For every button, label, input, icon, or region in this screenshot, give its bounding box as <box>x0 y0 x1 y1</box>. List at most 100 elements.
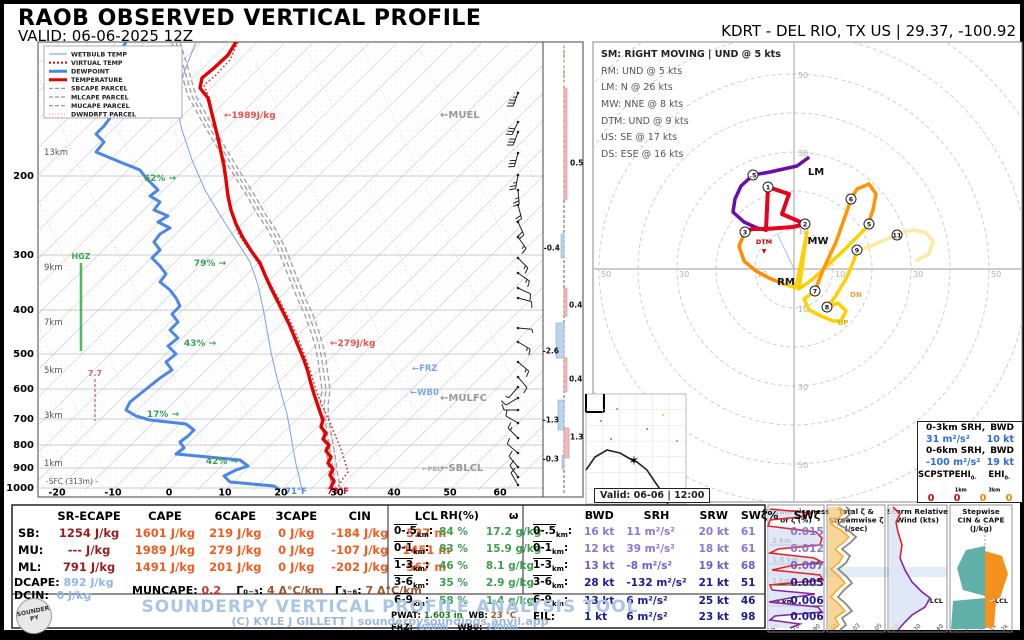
svg-text:42% →: 42% → <box>206 457 239 467</box>
svg-text:200: 200 <box>13 171 34 182</box>
valid-time: VALID: 06-06-2025 12Z <box>18 27 194 45</box>
svg-text:1000: 1000 <box>6 483 34 494</box>
svg-text:20: 20 <box>274 488 288 499</box>
svg-text:6: 6 <box>849 195 854 203</box>
svg-text:3: 3 <box>743 228 747 236</box>
svg-text:300: 300 <box>13 250 34 261</box>
mini-panels: Streamwisenessof ζ (%)5070902 km1.5 km1 … <box>762 504 1013 635</box>
svg-text:MLCAPE PARCEL: MLCAPE PARCEL <box>71 94 129 101</box>
svg-text:400: 400 <box>13 305 34 316</box>
shear-table-grid: BWD SRH SRW SWζ% SWζ 0-.5km: 16 kt 11 m²/s² 20 k… <box>527 508 830 625</box>
svg-text:2: 2 <box>803 220 807 228</box>
logo-icon: SOUNDER PY <box>12 594 56 638</box>
svg-text:50: 50 <box>443 488 457 499</box>
svg-text:RM: RM <box>777 277 795 288</box>
svg-text:11: 11 <box>893 231 902 239</box>
svg-text:-20: -20 <box>48 488 66 499</box>
svg-text:0: 0 <box>166 488 173 499</box>
svg-text:0.4: 0.4 <box>569 375 582 384</box>
svg-text:CIN & CAPE: CIN & CAPE <box>958 516 1005 525</box>
skewt-legend: WETBULB TEMP VIRTUAL TEMP DEWPOINTTEMPERAT… <box>43 45 183 119</box>
svg-text:1km: 1km <box>44 459 63 469</box>
table-row: 0-.5km: 16 kt 11 m²/s² 20 kt 61 0.015 <box>533 524 824 539</box>
svg-text:VIRTUAL TEMP: VIRTUAL TEMP <box>71 60 123 67</box>
svg-text:←MUEL: ←MUEL <box>440 110 480 121</box>
storm-motion-line: LM: N @ 26 kts <box>601 82 673 94</box>
svg-text:✶: ✶ <box>629 454 640 469</box>
svg-text:-2.6: -2.6 <box>543 347 559 356</box>
svg-text:TEMPERATURE: TEMPERATURE <box>71 77 123 84</box>
svg-text:13km: 13km <box>44 148 68 158</box>
cape-table-grid: SR-ECAPE CAPE 6CAPE 3CAPE CIN LCL SB: 1254 J/kg… <box>14 508 457 575</box>
svg-text:9: 9 <box>855 246 860 254</box>
svg-text:40: 40 <box>387 488 401 499</box>
svg-text:10: 10 <box>835 270 845 279</box>
svg-text:DEWPOINT: DEWPOINT <box>71 69 110 76</box>
svg-text:-0.3: -0.3 <box>543 455 559 464</box>
storm-motion-line: US: SE @ 17 kts <box>601 132 678 144</box>
svg-text:60: 60 <box>493 488 507 499</box>
table-row: 0-1km: 83 % 15.9 g/kg <box>394 541 542 556</box>
svg-text:30: 30 <box>913 270 923 279</box>
svg-text:5: 5 <box>867 220 871 228</box>
svg-text:43% →: 43% → <box>184 339 217 349</box>
storm-motion-info: SM: RIGHT MOVING | UND @ 5 kts RM: UND @ … <box>601 47 781 163</box>
svg-text:MUCAPE PARCEL: MUCAPE PARCEL <box>71 103 130 110</box>
svg-text:DN: DN <box>850 291 862 299</box>
table-row: 0-1km: 12 kt 39 m²/s² 18 kt 61 0.012 <box>533 541 824 556</box>
svg-text:←MULFC: ←MULFC <box>440 393 487 404</box>
svg-text:10: 10 <box>218 488 232 499</box>
storm-motion-line: DTM: UND @ 9 kts <box>601 115 689 127</box>
cape-table: SR-ECAPE CAPE 6CAPE 3CAPE CIN LCL SB: 1254 J/kg… <box>14 508 457 602</box>
svg-text:(/sec): (/sec) <box>845 524 868 533</box>
skewt-panel: 13km 9km 7km 5km 3km 1km -SFC (313m) - HGZ 7.7 62… <box>38 42 543 497</box>
svg-text:Wind (kts): Wind (kts) <box>896 516 939 525</box>
svg-text:LM: LM <box>808 167 824 178</box>
svg-text:7.7: 7.7 <box>88 369 102 378</box>
rh-omega-table: RH(%) ω 0-.5km: 84 % 17.2 g/kg 0-1km: 83 % 15.9… <box>391 508 544 633</box>
svg-text:30: 30 <box>798 383 808 392</box>
svg-text:50: 50 <box>798 461 808 470</box>
table-row: 3-6km: 35 % 2.9 g/kg <box>394 576 534 591</box>
svg-text:30: 30 <box>798 149 808 158</box>
svg-text:3km: 3km <box>44 411 63 421</box>
srh-bwd-stats-box: 0-3km SRH, BWD 31 m²/s² 10 kt 0-6km SRH, BWD -… <box>917 421 1023 504</box>
table-row: 0-.5km: 84 % 17.2 g/kg <box>394 524 542 539</box>
svg-text:Total ζ &: Total ζ & <box>838 507 874 516</box>
svg-text:0.4: 0.4 <box>569 301 582 310</box>
tables-frame <box>11 504 766 629</box>
svg-text:▼: ▼ <box>762 248 767 255</box>
svg-text:-LCL: -LCL <box>927 597 943 605</box>
svg-text:62% →: 62% → <box>144 174 177 184</box>
svg-text:7: 7 <box>813 287 817 295</box>
svg-text:of ζ (%): of ζ (%) <box>780 516 812 525</box>
svg-text:30: 30 <box>330 488 344 499</box>
page-title: RAOB OBSERVED VERTICAL PROFILE <box>18 6 482 31</box>
svg-text:-LCL: -LCL <box>992 597 1008 605</box>
storm-motion-line: DS: ESE @ 16 kts <box>601 148 684 160</box>
svg-text:2k: 2k <box>1000 623 1010 633</box>
map-valid-label: Valid: 06-06 | 12:00 <box>594 488 711 503</box>
svg-text:UP: UP <box>838 319 849 327</box>
storm-motion-line: SM: RIGHT MOVING | UND @ 5 kts <box>601 49 781 60</box>
svg-text:9km: 9km <box>44 263 63 273</box>
svg-text:5km: 5km <box>44 366 63 376</box>
svg-text:DWNDRFT PARCEL: DWNDRFT PARCEL <box>71 112 136 119</box>
svg-text:←279J/kg: ←279J/kg <box>330 339 375 349</box>
svg-text:90: 90 <box>812 623 822 633</box>
svg-text:-10: -10 <box>104 488 122 499</box>
svg-text:70: 70 <box>791 623 801 633</box>
svg-text:30: 30 <box>912 623 922 633</box>
svg-text:50: 50 <box>798 71 808 80</box>
svg-text:17% →: 17% → <box>147 410 180 420</box>
svg-text:10: 10 <box>798 227 808 236</box>
svg-text:10: 10 <box>798 305 808 314</box>
svg-text:.05: .05 <box>872 622 884 634</box>
svg-text:7km: 7km <box>44 318 63 328</box>
table-row: 1-3km: 46 % 8.1 g/kg <box>394 559 534 574</box>
wind-barbs <box>500 91 534 487</box>
footer-credit: (C) KYLE J GILLETT | sounderpysoundings.… <box>231 615 549 628</box>
svg-text:Storm Relative: Storm Relative <box>887 507 948 516</box>
svg-text:8: 8 <box>825 303 830 311</box>
